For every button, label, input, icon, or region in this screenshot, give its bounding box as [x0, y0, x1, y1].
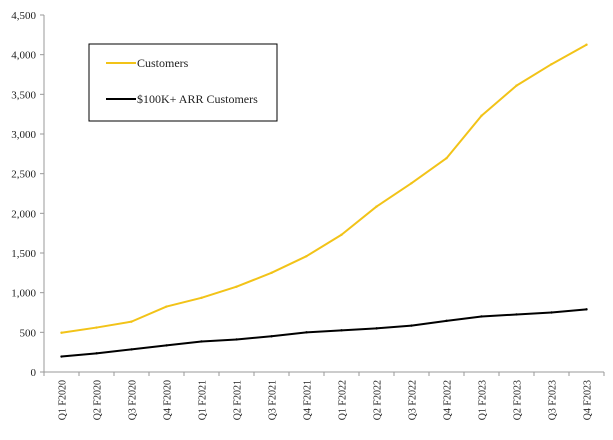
data-point-customers	[235, 285, 238, 288]
x-tick-label: Q2 F2020	[93, 380, 104, 420]
x-tick-label: Q3 F2023	[548, 380, 559, 420]
data-point-100k-arr-customers	[375, 327, 378, 330]
series-lines	[60, 43, 588, 358]
y-tick-label: 1,500	[11, 248, 36, 260]
y-tick-label: 2,500	[11, 169, 36, 181]
data-point-customers	[515, 84, 518, 87]
data-point-100k-arr-customers	[200, 340, 203, 343]
x-tick-label: Q4 F2022	[443, 380, 454, 420]
data-point-customers	[95, 326, 98, 329]
x-tick-label: Q2 F2022	[373, 380, 384, 420]
x-tick-label: Q3 F2021	[268, 380, 279, 420]
data-point-100k-arr-customers	[130, 348, 133, 351]
data-point-100k-arr-customers	[410, 324, 413, 327]
data-point-customers	[445, 156, 448, 160]
legend-label-100k-arr-customers: $100K+ ARR Customers	[137, 92, 258, 106]
y-tick-label: 500	[20, 327, 37, 339]
data-point-100k-arr-customers	[480, 315, 483, 318]
data-point-customers	[410, 181, 413, 185]
y-tick-label: 0	[31, 367, 37, 379]
data-point-customers	[550, 62, 553, 66]
x-tick-label: Q1 F2023	[478, 380, 489, 420]
x-tick-label: Q1 F2020	[58, 380, 69, 420]
x-tick-label: Q3 F2020	[128, 380, 139, 420]
legend-label-customers: Customers	[137, 56, 189, 70]
y-tick-label: 4,500	[11, 10, 36, 22]
x-axis-ticks: Q1 F2020 Q2 F2020 Q3 F2020 Q4 F2020 Q1 F2021…	[43, 372, 605, 420]
data-point-customers	[375, 205, 378, 208]
x-tick-label: Q3 F2022	[408, 380, 419, 420]
data-point-100k-arr-customers	[585, 308, 588, 311]
x-tick-label: Q4 F2023	[583, 380, 594, 420]
y-tick-label: 4,000	[11, 50, 36, 62]
y-tick-label: 3,500	[11, 89, 36, 101]
axes	[43, 15, 604, 373]
y-axis-ticks: 0 500 1,000 1,500 2,000 2,500 3,000 3,500 4,000 4…	[11, 10, 44, 379]
legend-box	[88, 43, 278, 122]
data-point-100k-arr-customers	[95, 352, 98, 355]
data-point-customers	[585, 43, 588, 46]
data-point-100k-arr-customers	[445, 319, 448, 323]
data-point-customers	[340, 233, 343, 236]
y-tick-label: 3,000	[11, 129, 36, 141]
data-point-100k-arr-customers	[270, 335, 273, 338]
data-point-customers	[60, 331, 63, 334]
data-point-100k-arr-customers	[165, 344, 168, 347]
x-tick-label: Q2 F2023	[513, 380, 524, 420]
data-point-100k-arr-customers	[60, 355, 63, 358]
data-point-customers	[130, 320, 133, 323]
x-tick-label: Q4 F2021	[303, 380, 314, 420]
data-point-100k-arr-customers	[340, 329, 343, 332]
x-tick-label: Q4 F2020	[163, 380, 174, 420]
data-point-100k-arr-customers	[550, 311, 553, 314]
data-point-customers	[200, 296, 203, 300]
legend: Customers $100K+ ARR Customers	[88, 43, 278, 122]
y-tick-label: 2,000	[11, 208, 36, 220]
data-point-customers	[305, 254, 308, 258]
series-line-customers	[60, 43, 588, 334]
x-tick-label: Q1 F2022	[338, 380, 349, 420]
data-point-100k-arr-customers	[515, 313, 518, 316]
y-tick-label: 1,000	[11, 288, 36, 300]
series-line-100k-arr-customers	[60, 308, 588, 358]
data-point-100k-arr-customers	[235, 338, 238, 341]
data-point-100k-arr-customers	[305, 331, 308, 334]
x-tick-label: Q2 F2021	[233, 380, 244, 420]
data-point-customers	[165, 305, 168, 308]
data-point-customers	[480, 114, 483, 117]
data-point-customers	[270, 271, 273, 275]
x-tick-label: Q1 F2021	[198, 380, 209, 420]
